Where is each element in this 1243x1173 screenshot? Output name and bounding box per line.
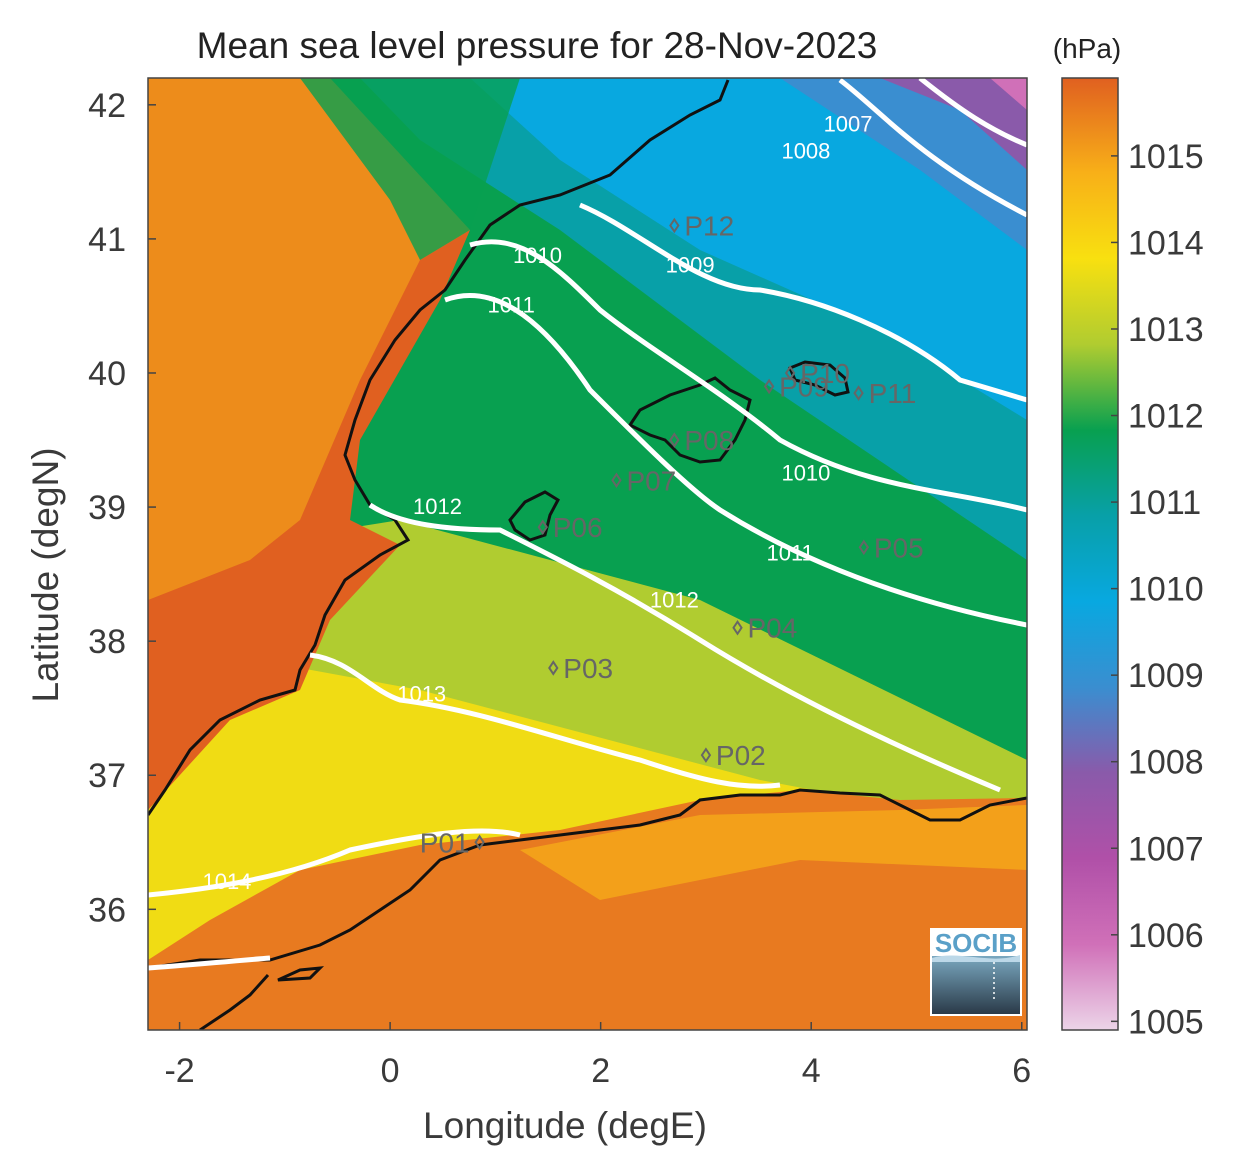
- contour-label: 1014: [202, 869, 251, 894]
- x-tick-label: 6: [1012, 1052, 1031, 1090]
- station-label: P05: [874, 532, 924, 563]
- colorbar-unit-label: (hPa): [1053, 33, 1121, 64]
- colorbar-tick-label: 1011: [1128, 484, 1201, 522]
- station-p01[interactable]: P01: [420, 827, 485, 858]
- contour-lines: [148, 78, 1027, 971]
- y-tick-labels: 36 37 38 39 40 41 42: [88, 87, 156, 929]
- colorbar-tick-label: 1012: [1128, 398, 1204, 436]
- contour-label: 1008: [781, 138, 830, 163]
- station-marker-icon: [763, 378, 775, 395]
- contour-label: 1010: [513, 243, 562, 268]
- station-marker-icon: [537, 519, 548, 535]
- station-marker-icon: [732, 619, 743, 636]
- x-axis-label: Longitude (degE): [423, 1105, 707, 1146]
- logo-text: SOCIB: [935, 928, 1017, 958]
- station-label: P10: [800, 358, 850, 389]
- x-tick-label: 2: [591, 1052, 610, 1090]
- station-marker-icon: [548, 660, 559, 676]
- station-label: P01: [420, 827, 470, 858]
- station-marker-icon: [669, 432, 680, 448]
- station-marker-icon: [474, 834, 485, 851]
- colorbar-tick-label: 1010: [1128, 571, 1204, 609]
- contour-label: 1011: [766, 541, 813, 566]
- colorbar-tick-label: 1007: [1128, 830, 1204, 868]
- station-p06[interactable]: P06: [537, 512, 603, 543]
- station-p05[interactable]: P05: [858, 532, 924, 563]
- socib-logo: SOCIB: [930, 928, 1022, 1016]
- station-label: P08: [684, 425, 734, 456]
- y-tick-label: 37: [88, 757, 126, 795]
- chart-title: Mean sea level pressure for 28-Nov-2023: [197, 25, 878, 66]
- colorbar-tick-label: 1009: [1128, 657, 1204, 695]
- contour-label: 1011: [488, 293, 535, 318]
- x-tick-labels: -2 0 2 4 6: [164, 1022, 1031, 1090]
- x-tick-label: 4: [802, 1052, 821, 1090]
- station-label: P06: [553, 512, 603, 543]
- station-p10[interactable]: P10: [784, 358, 850, 389]
- station-p11[interactable]: P11: [853, 378, 917, 409]
- station-p04[interactable]: P04: [732, 613, 798, 644]
- y-tick-label: 42: [88, 87, 126, 125]
- colorbar-tick-label: 1013: [1128, 311, 1204, 349]
- y-tick-label: 38: [88, 623, 126, 661]
- station-label: P04: [748, 613, 798, 644]
- y-tick-label: 36: [88, 891, 126, 929]
- station-label: P12: [684, 210, 734, 241]
- station-label: P07: [626, 465, 676, 496]
- contour-label: 1012: [650, 588, 699, 613]
- map-frame: [147, 77, 1028, 1031]
- contour-label: 1013: [397, 681, 446, 706]
- y-tick-label: 41: [88, 221, 126, 259]
- x-tick-label: 0: [381, 1052, 400, 1090]
- contour-label: 1007: [824, 112, 873, 137]
- y-axis-label: Latitude (degN): [25, 447, 66, 702]
- colorbar: 1005 1006 1007 1008 1009 1010 1011 1012 1013 1014…: [1053, 33, 1204, 1041]
- station-p02[interactable]: P02: [700, 740, 766, 771]
- colorbar-tick-label: 1005: [1128, 1003, 1204, 1041]
- station-marker-icon: [669, 217, 680, 234]
- contour-label: 1010: [781, 460, 830, 485]
- station-marker-icon: [784, 365, 796, 381]
- coastlines: [148, 79, 1027, 1030]
- colorbar-tick-label: 1006: [1128, 917, 1204, 955]
- station-p08[interactable]: P08: [669, 425, 734, 456]
- station-marker-icon: [858, 539, 870, 556]
- station-p12[interactable]: P12: [669, 210, 734, 241]
- station-p03[interactable]: P03: [548, 653, 613, 684]
- colorbar-tick-label: 1014: [1128, 224, 1204, 262]
- contour-label: 1009: [666, 252, 715, 277]
- station-marker-icon: [611, 472, 622, 489]
- station-marker-icon: [700, 747, 712, 763]
- colorbar-tick-label: 1008: [1128, 744, 1204, 782]
- station-p07[interactable]: P07: [611, 465, 676, 496]
- station-marker-icon: [853, 385, 864, 401]
- station-label: P11: [869, 378, 917, 409]
- y-tick-label: 40: [88, 355, 126, 393]
- contour-label: 1012: [413, 494, 462, 519]
- station-label: P02: [716, 740, 766, 771]
- y-tick-label: 39: [88, 489, 126, 527]
- station-label: P03: [563, 653, 613, 684]
- colorbar-tick-label: 1015: [1128, 138, 1204, 176]
- x-tick-label: -2: [164, 1052, 194, 1090]
